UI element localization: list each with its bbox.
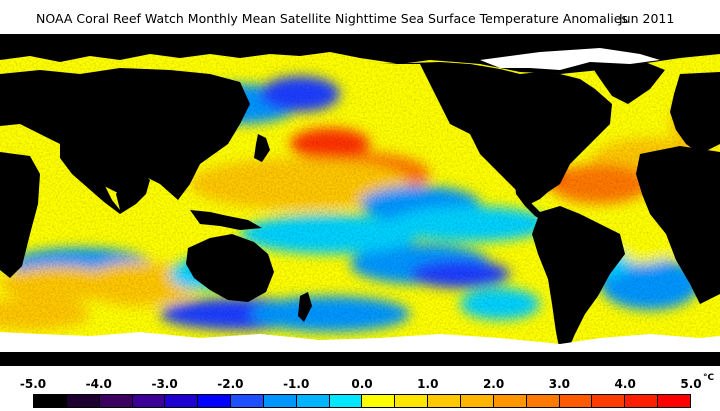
colorbar-tick-label: -3.0 — [151, 377, 178, 391]
europe-east — [670, 72, 720, 154]
colorbar-swatch — [34, 395, 66, 407]
colorbar-swatch — [459, 395, 493, 407]
colorbar-swatch — [65, 395, 99, 407]
colorbar-tick-label: 2.0 — [482, 377, 505, 391]
europe-asia — [0, 68, 250, 200]
colorbar — [33, 394, 691, 408]
colorbar-swatch — [230, 395, 263, 407]
japan — [254, 134, 270, 162]
colorbar-swatch — [657, 395, 690, 407]
greenland — [590, 60, 665, 104]
africa-west — [0, 152, 40, 278]
colorbar-tick-label: -5.0 — [19, 377, 47, 391]
new-zealand — [298, 292, 312, 322]
colorbar-unit: °C — [703, 373, 715, 383]
colorbar-swatch — [394, 395, 428, 407]
colorbar-tick-label: 0.0 — [351, 377, 373, 391]
colorbar-swatch — [262, 395, 296, 407]
colorbar-tick-label: -1.0 — [283, 377, 310, 391]
antarctica — [0, 352, 720, 366]
colorbar-swatch — [197, 395, 231, 407]
colorbar-tick-label: 1.0 — [417, 377, 439, 391]
colorbar-swatch — [427, 395, 460, 407]
australia — [186, 234, 274, 302]
colorbar-swatch — [591, 395, 625, 407]
south-america — [532, 206, 625, 352]
land-masses — [0, 34, 720, 352]
title-date: Jun 2011 — [619, 11, 675, 26]
indonesia — [190, 210, 262, 230]
colorbar-tick-label: 4.0 — [614, 377, 636, 391]
madagascar — [698, 254, 712, 292]
colorbar-swatch — [328, 395, 362, 407]
colorbar-tick-label: -2.0 — [217, 377, 244, 391]
colorbar-swatch — [492, 395, 526, 407]
colorbar-tick-label: -4.0 — [85, 377, 112, 391]
colorbar-swatch — [558, 395, 592, 407]
colorbar-tick-label: 5.0 — [680, 377, 702, 391]
colorbar-tick-label: 3.0 — [548, 377, 571, 391]
arctic-ice-east — [480, 48, 660, 70]
colorbar-swatch — [361, 395, 395, 407]
colorbar-swatch — [295, 395, 329, 407]
africa — [636, 146, 720, 304]
colorbar-swatch — [624, 395, 658, 407]
map-title: NOAA Coral Reef Watch Monthly Mean Satel… — [0, 0, 720, 34]
title-text: NOAA Coral Reef Watch Monthly Mean Satel… — [36, 11, 628, 26]
sst-anomaly-map — [0, 34, 720, 366]
arabia-india — [60, 144, 150, 214]
colorbar-swatch — [131, 395, 165, 407]
north-america — [380, 62, 612, 204]
colorbar-swatch — [525, 395, 559, 407]
colorbar-labels: -5.0 -4.0 -3.0 -2.0 -1.0 0.0 1.0 2.0 3.0 4.0 5.0 °C — [0, 373, 720, 393]
colorbar-swatch — [164, 395, 198, 407]
colorbar-swatch — [98, 395, 132, 407]
